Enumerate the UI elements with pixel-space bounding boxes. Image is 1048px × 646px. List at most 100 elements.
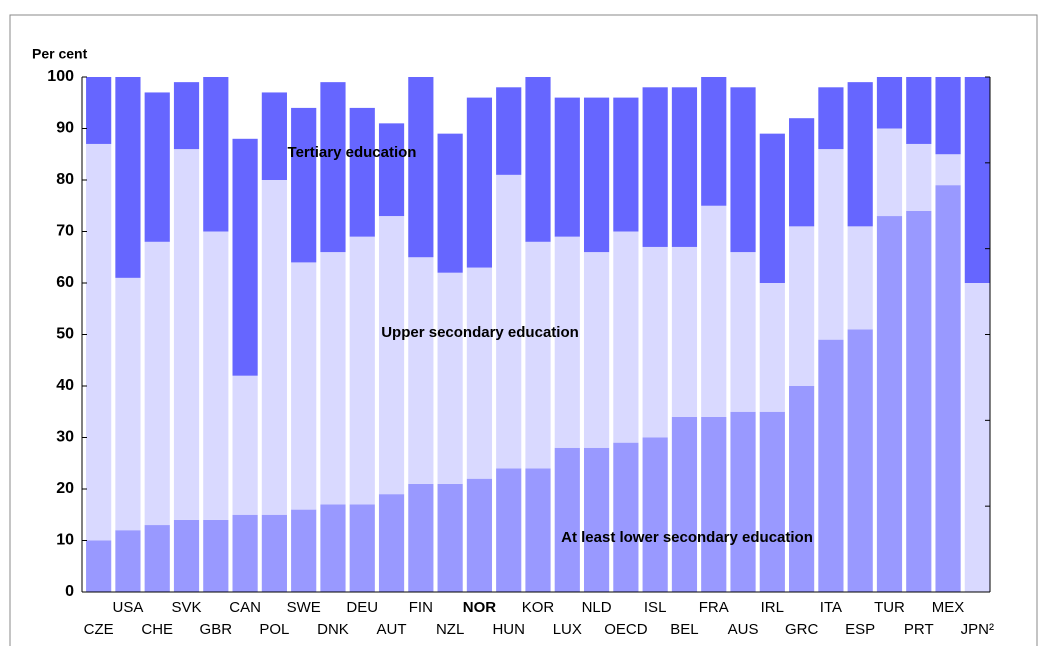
bar-segment — [115, 530, 141, 592]
bar-segment — [935, 154, 961, 186]
bar-segment — [408, 483, 434, 592]
bar-segment — [144, 241, 170, 526]
bar-segment — [291, 107, 317, 263]
bar-segment — [320, 252, 346, 505]
y-axis-label: Per cent — [32, 46, 88, 62]
bar-segment — [730, 411, 756, 592]
bar-segment — [847, 226, 873, 330]
bar-segment — [818, 339, 844, 592]
bar-segment — [554, 97, 580, 237]
bar-segment — [437, 483, 463, 592]
y-tick-label: 90 — [56, 120, 74, 137]
x-tick-label: KOR — [522, 599, 555, 616]
bar-segment — [759, 133, 785, 283]
bar-segment — [847, 329, 873, 592]
bar-segment — [232, 375, 258, 515]
x-tick-label: AUS — [728, 621, 759, 638]
x-tick-label: FRA — [699, 599, 729, 616]
x-tick-label: FIN — [409, 599, 433, 616]
bar-segment — [935, 185, 961, 592]
bar-segment — [818, 149, 844, 340]
bar-segment — [203, 77, 229, 232]
bar-segment — [671, 246, 698, 417]
bar-segment — [876, 128, 903, 217]
y-tick-label: 100 — [47, 68, 74, 85]
bar-segment — [613, 442, 639, 592]
bar-segment — [554, 236, 580, 448]
bar-segment — [232, 514, 258, 592]
bar-segment — [671, 416, 698, 592]
bar-segment — [525, 468, 551, 592]
bar-segment — [378, 216, 405, 495]
x-tick-label: IRL — [761, 599, 784, 616]
bar-segment — [466, 478, 493, 592]
bar-segment — [320, 504, 346, 592]
bar-segment — [408, 77, 434, 258]
bar-segment — [173, 82, 200, 150]
bar-segment — [847, 82, 873, 227]
bar-segment — [349, 107, 375, 237]
bar-segment — [232, 138, 258, 376]
bar-segment — [525, 77, 551, 242]
bar-segment — [554, 447, 580, 592]
x-tick-label: MEX — [932, 599, 965, 616]
bar-segment — [730, 87, 756, 253]
bar-segment — [876, 77, 903, 129]
bar-segment — [115, 77, 141, 278]
bar-segment — [378, 494, 405, 592]
series-label: Tertiary education — [288, 144, 417, 161]
bar-segment — [496, 87, 522, 175]
x-tick-label: NZL — [436, 621, 464, 638]
bar-segment — [730, 252, 756, 412]
bar-segment — [818, 87, 844, 150]
bar-segment — [437, 272, 463, 484]
bar-segment — [261, 180, 287, 515]
bar-segment — [437, 133, 463, 273]
bar-segment — [876, 216, 903, 593]
bar-segment — [583, 252, 610, 448]
bar-segment — [203, 231, 229, 520]
y-tick-label: 40 — [56, 377, 74, 394]
bar-segment — [496, 174, 522, 469]
bar-segment — [964, 283, 990, 592]
x-tick-label: ITA — [820, 599, 842, 616]
x-tick-label: SWE — [287, 599, 321, 616]
series-label: Upper secondary education — [381, 324, 579, 341]
bar-segment — [466, 267, 493, 479]
bar-segment — [935, 77, 961, 155]
bar-segment — [173, 519, 200, 592]
x-tick-label: GRC — [785, 621, 819, 638]
y-tick-label: 0 — [65, 583, 74, 600]
frame — [9, 14, 1038, 646]
bar-segment — [349, 236, 375, 505]
y-tick-label: 60 — [56, 274, 74, 291]
x-tick-label: ESP — [845, 621, 875, 638]
bar-segment — [144, 525, 170, 592]
x-tick-label: GBR — [200, 621, 233, 638]
bar-segment — [320, 82, 346, 253]
bar-segment — [906, 77, 932, 144]
bar-segment — [759, 283, 785, 412]
bar-segment — [642, 246, 668, 438]
x-tick-label: AUT — [377, 621, 407, 638]
bar-segment — [701, 77, 727, 206]
bar-segment — [789, 386, 815, 592]
bar-segment — [613, 97, 639, 232]
bar-segment — [613, 231, 639, 443]
series-label: At least lower secondary education — [561, 529, 813, 546]
x-tick-label: OECD — [604, 621, 648, 638]
bar-segment — [261, 514, 287, 592]
bar-segment — [759, 411, 785, 592]
x-tick-label: ISL — [644, 599, 667, 616]
bar-segment — [642, 87, 668, 247]
y-tick-label: 30 — [56, 429, 74, 446]
y-tick-label: 50 — [56, 326, 74, 343]
bar-segment — [583, 97, 610, 253]
bar-segment — [203, 519, 229, 592]
bar-segment — [906, 143, 932, 211]
bar-segment — [496, 468, 522, 592]
bar-segment — [408, 257, 434, 484]
x-tick-label: CZE — [84, 621, 114, 638]
bar-segment — [525, 241, 551, 469]
